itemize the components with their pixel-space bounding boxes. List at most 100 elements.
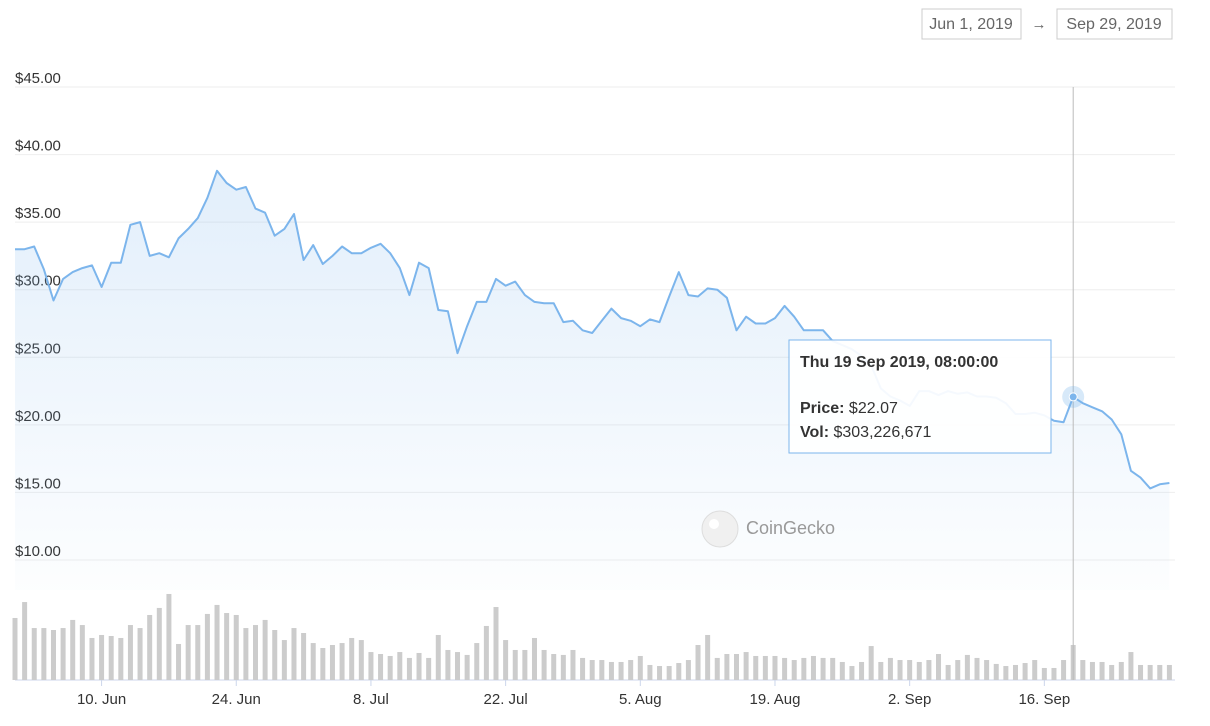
volume-bar (1118, 661, 1124, 680)
volume-bar (743, 652, 749, 680)
tooltip-title: Thu 19 Sep 2019, 08:00:00 (800, 354, 998, 371)
volume-bar (753, 655, 759, 680)
volume-bar (820, 657, 826, 680)
date-to-box[interactable] (1056, 8, 1173, 40)
date-from-box[interactable] (921, 8, 1022, 40)
volume-bar (984, 660, 990, 680)
volume-bar (1051, 667, 1057, 680)
volume-bar (195, 625, 201, 680)
volume-bar (637, 655, 643, 680)
volume-bar (1157, 664, 1163, 680)
volume-bar (41, 628, 47, 680)
volume-bar (50, 630, 56, 680)
volume-bar (1138, 664, 1144, 680)
volume-bar (580, 657, 586, 680)
volume-bar (964, 654, 970, 680)
volume-bar (734, 654, 739, 680)
volume-bar (70, 619, 76, 680)
volume-bar (118, 637, 124, 680)
volume-bar (1089, 661, 1095, 680)
range-arrow: → (1032, 16, 1047, 33)
volume-bar (801, 657, 807, 680)
volume-bar (435, 634, 441, 680)
volume-bar (156, 607, 162, 680)
date-range: Jun 1, 2019 → Sep 29, 2019 (921, 8, 1173, 40)
volume-bar (166, 593, 172, 680)
x-tick-label: 24. Jun (212, 691, 261, 708)
y-tick-label: $35.00 (15, 205, 61, 222)
volume-bar (406, 657, 412, 680)
volume-bar (89, 637, 95, 680)
volume-bar (839, 661, 845, 680)
volume-bar (416, 652, 422, 680)
volume-bar (868, 646, 874, 680)
volume-bar (887, 657, 893, 680)
volume-bar (1032, 660, 1038, 680)
volume-bar (945, 664, 951, 680)
volume-bar (1147, 664, 1153, 680)
tooltip-price-label: Price: (800, 400, 844, 417)
volume-bar (541, 649, 547, 680)
volume-bar (12, 617, 18, 680)
volume-bar (176, 643, 182, 680)
volume-bar (445, 649, 451, 680)
volume-bar (1099, 661, 1105, 680)
date-to: Sep 29, 2019 (1066, 16, 1161, 33)
volume-bar (1012, 664, 1018, 680)
volume-bar (1109, 664, 1115, 680)
volume-bar (349, 637, 355, 680)
volume-bar (474, 643, 480, 680)
volume-bar (531, 637, 537, 680)
volume-bar (1041, 667, 1047, 680)
volume-bar (522, 649, 528, 680)
volume-bar (993, 663, 999, 680)
x-tick-label: 16. Sep (1018, 691, 1070, 708)
volume-bar (147, 614, 153, 680)
y-tick-label: $45.00 (15, 70, 61, 87)
volume-bar (185, 625, 191, 680)
volume-bar (233, 614, 239, 680)
volume-bar (512, 649, 518, 680)
volume-bar (1166, 664, 1172, 680)
volume-bar (339, 643, 345, 680)
watermark-eye (709, 519, 719, 529)
volume-bar (320, 648, 326, 680)
volume-bar (705, 634, 711, 680)
volume-bar (137, 628, 143, 680)
volume-bar (455, 652, 461, 680)
volume-bar (483, 625, 489, 680)
y-tick-label: $40.00 (15, 138, 61, 155)
tooltip-price: Price: $22.07 (800, 400, 898, 417)
volume-bar (618, 661, 624, 680)
volume-bar (1128, 652, 1134, 680)
volume-bar (849, 666, 855, 680)
volume-bar (301, 633, 307, 680)
volume-bar (916, 661, 922, 680)
volume-bar (974, 657, 980, 680)
volume-bar (214, 604, 220, 680)
volume-bar (503, 640, 509, 680)
watermark: CoinGecko (701, 510, 835, 548)
volume-bar (60, 628, 66, 680)
volume-bar (224, 613, 230, 680)
volume-bar (955, 660, 961, 680)
volume-bar (387, 655, 393, 680)
watermark-logo (701, 510, 739, 548)
volume-bar (926, 660, 932, 680)
volume-bar (599, 660, 605, 680)
tooltip-price-value: $22.07 (849, 400, 898, 417)
tooltip: Thu 19 Sep 2019, 08:00:00 Price: $22.07 … (788, 339, 1052, 454)
volume-bar (714, 657, 720, 680)
volume-bar (695, 645, 701, 680)
volume-bar (791, 660, 797, 680)
volume-bar (560, 654, 566, 680)
volume-bar (772, 655, 778, 680)
x-tick-label: 10. Jun (77, 691, 126, 708)
x-tick-label: 2. Sep (888, 691, 931, 708)
volume-bar (1061, 660, 1067, 680)
x-tick-label: 22. Jul (484, 691, 528, 708)
volume-bar (657, 666, 663, 680)
volume-bar (493, 607, 499, 680)
volume-bar (907, 660, 913, 680)
